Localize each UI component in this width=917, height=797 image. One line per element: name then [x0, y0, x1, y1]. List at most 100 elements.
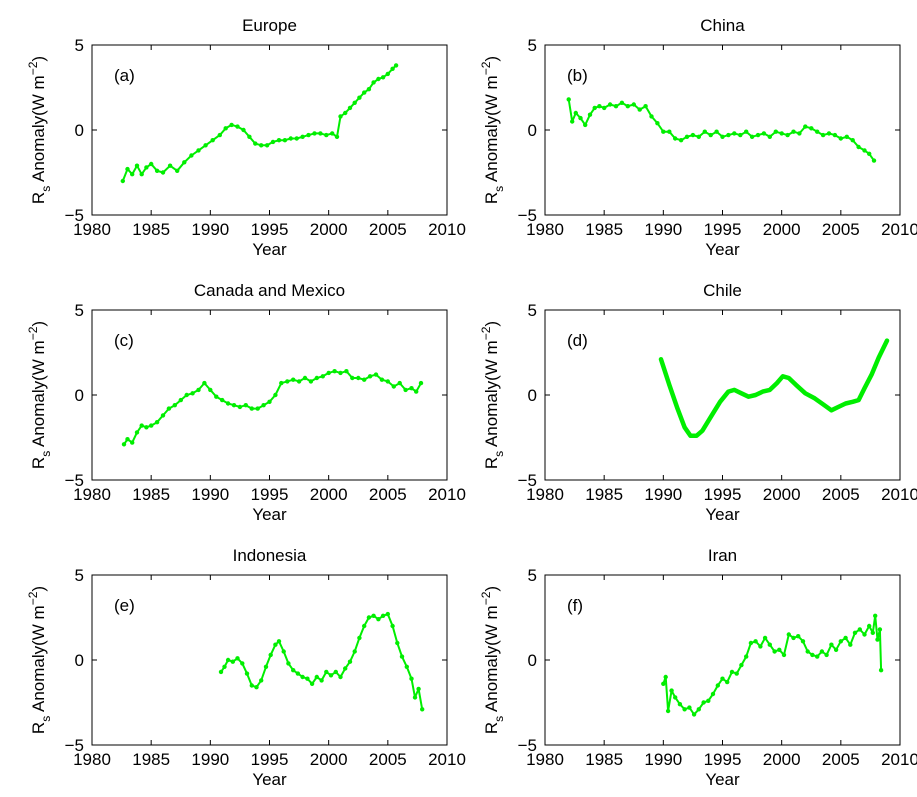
data-point — [762, 635, 768, 641]
data-point — [819, 649, 825, 654]
y-axis-label-part: ) — [482, 56, 501, 62]
data-point — [607, 102, 613, 107]
data-point — [222, 664, 227, 669]
x-tick-label: 1985 — [132, 220, 170, 239]
data-point — [130, 172, 135, 177]
data-point — [404, 664, 409, 669]
y-tick-label: −5 — [65, 471, 84, 490]
x-tick-label: 2010 — [881, 750, 917, 769]
x-tick-label: 1995 — [704, 750, 742, 769]
data-point — [418, 380, 424, 386]
data-point — [637, 107, 642, 112]
x-tick-label: 2005 — [369, 220, 407, 239]
y-axis-label-part: −2 — [26, 61, 40, 75]
x-tick-label: 1990 — [644, 485, 682, 504]
data-point — [235, 656, 240, 661]
y-axis-label-part: R — [482, 457, 501, 469]
data-point — [263, 664, 269, 669]
chart-panel: Canada and Mexico (c) 1980 1985 1990 1995 2000… — [26, 281, 466, 524]
chart-title: China — [700, 16, 745, 35]
data-point — [249, 683, 254, 688]
data-point — [214, 394, 219, 399]
chart-panel: China (b) 1980 1985 1990 1995 2000 2005 2010 −5 0 5… — [479, 16, 917, 259]
data-point — [655, 121, 660, 126]
data-point — [268, 652, 273, 658]
x-tick-label: 2010 — [881, 220, 917, 239]
y-axis-label-part: Anomaly(W m — [29, 340, 48, 451]
data-point — [791, 635, 796, 641]
data-point — [326, 370, 331, 376]
data-point — [139, 172, 144, 177]
chart-title: Iran — [708, 546, 737, 565]
y-tick-label: 0 — [75, 121, 84, 140]
data-point — [210, 138, 215, 143]
data-point — [767, 642, 772, 647]
data-point — [850, 138, 855, 143]
data-point — [373, 372, 379, 377]
data-point — [673, 695, 678, 700]
data-point — [385, 611, 390, 617]
data-point — [734, 671, 739, 676]
y-axis-label-part: s — [492, 451, 506, 457]
x-tick-label: 2005 — [822, 485, 860, 504]
data-point — [690, 132, 696, 138]
x-tick-label: 1995 — [251, 750, 289, 769]
data-point — [677, 702, 683, 707]
data-point — [294, 136, 299, 141]
data-point — [829, 642, 834, 647]
x-tick-label: 1985 — [585, 485, 623, 504]
data-point — [761, 131, 767, 136]
panel-label: (f) — [567, 596, 583, 615]
y-axis-label-part: ) — [29, 321, 48, 327]
data-point — [661, 129, 666, 134]
data-point — [347, 105, 353, 111]
data-point — [838, 639, 843, 644]
panel-label: (a) — [114, 66, 135, 85]
data-point — [334, 134, 340, 139]
data-point — [312, 131, 317, 136]
data-point — [815, 129, 820, 134]
data-point — [300, 134, 305, 139]
data-point — [578, 115, 583, 121]
y-tick-label: 0 — [528, 386, 537, 405]
data-point — [350, 375, 355, 381]
data-point — [231, 403, 237, 408]
data-point — [391, 384, 396, 389]
x-tick-label: 1985 — [585, 750, 623, 769]
data-point — [862, 632, 867, 637]
data-point — [852, 630, 858, 635]
y-tick-label: −5 — [518, 736, 537, 755]
x-tick-label: 1990 — [644, 750, 682, 769]
y-tick-label: −5 — [518, 206, 537, 225]
axes-box — [544, 309, 901, 481]
data-point — [755, 132, 761, 138]
x-axis-label: Year — [252, 505, 287, 524]
panel-label: (c) — [114, 331, 134, 350]
data-point — [848, 642, 853, 647]
data-point — [288, 136, 293, 141]
data-point — [409, 676, 414, 681]
data-point — [291, 377, 296, 382]
panel-label: (d) — [567, 331, 588, 350]
data-point — [314, 375, 319, 381]
data-point — [777, 647, 782, 652]
x-tick-label: 1995 — [251, 220, 289, 239]
data-point — [420, 707, 425, 712]
data-point — [366, 87, 372, 92]
data-point — [203, 143, 208, 148]
data-point — [366, 615, 372, 620]
data-point — [259, 143, 264, 148]
data-point — [352, 649, 357, 654]
data-point — [324, 669, 329, 675]
y-tick-label: 5 — [528, 36, 537, 55]
x-tick-label: 1995 — [251, 485, 289, 504]
data-point — [732, 131, 737, 136]
data-point — [330, 131, 335, 136]
x-axis-label: Year — [252, 770, 287, 789]
y-axis-label-part: ) — [482, 586, 501, 592]
x-tick-label: 1980 — [526, 220, 564, 239]
x-tick-label: 2000 — [310, 750, 348, 769]
data-point — [573, 110, 578, 116]
y-axis-label-part: Anomaly(W m — [29, 605, 48, 716]
data-point — [833, 647, 839, 652]
